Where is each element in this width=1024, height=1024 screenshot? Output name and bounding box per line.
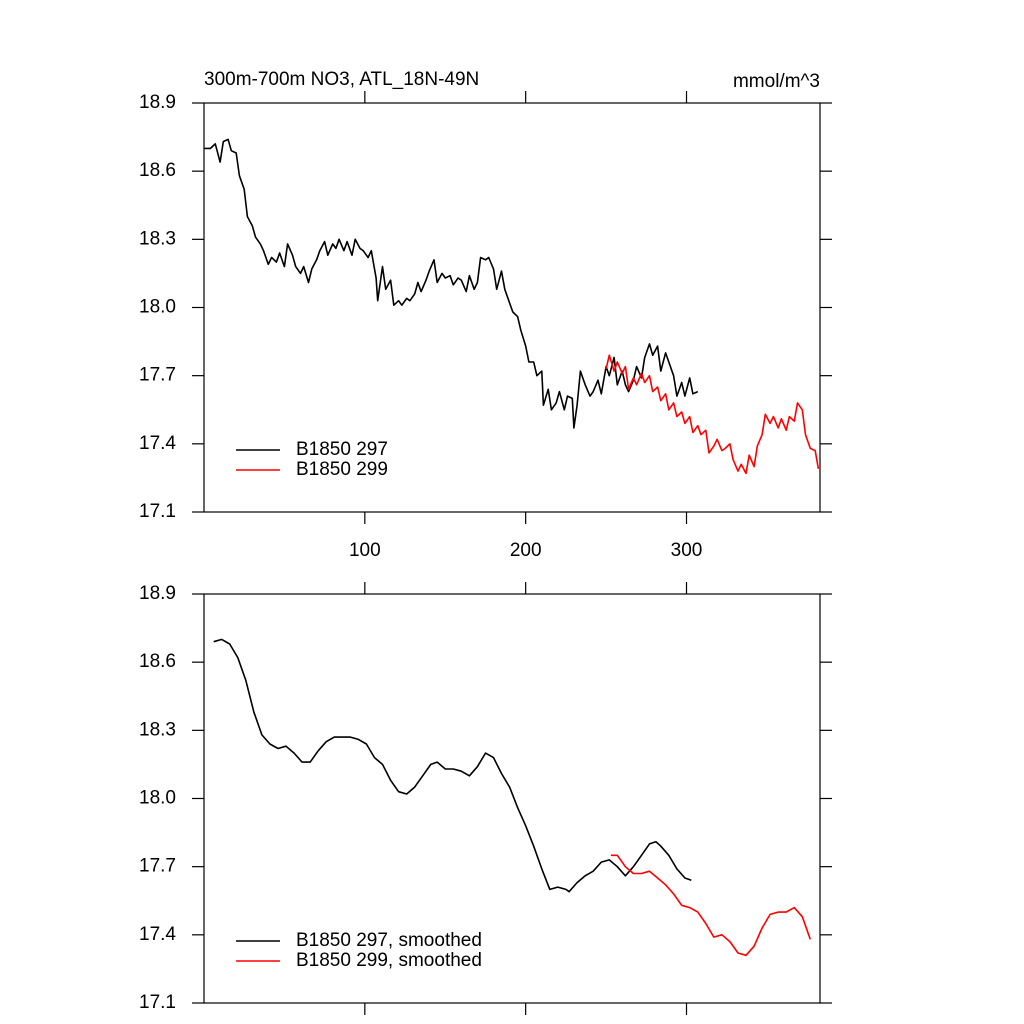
series-line (213, 638, 692, 893)
y-tick-label: 18.0 (139, 297, 176, 318)
units-label: mmol/m^3 (733, 71, 820, 92)
legend-label: B1850 297, smoothed (296, 930, 482, 951)
y-tick-label: 17.7 (139, 856, 176, 877)
legend-label: B1850 299 (296, 459, 388, 480)
y-tick-label: 17.4 (139, 924, 176, 945)
y-tick-label: 17.7 (139, 365, 176, 386)
y-tick-label: 18.6 (139, 160, 176, 181)
y-tick-label: 18.3 (139, 719, 176, 740)
y-tick-label: 18.9 (139, 583, 176, 604)
y-tick-label: 17.1 (139, 501, 176, 522)
series-line (605, 354, 820, 475)
legend-label: B1850 297 (296, 439, 388, 460)
y-tick-label: 18.3 (139, 228, 176, 249)
x-tick-label: 100 (349, 540, 381, 561)
legend-label: B1850 299, smoothed (296, 950, 482, 971)
series-line (204, 138, 699, 429)
y-tick-label: 17.1 (139, 992, 176, 1013)
x-tick-label: 200 (510, 540, 542, 561)
y-tick-label: 18.0 (139, 788, 176, 809)
y-tick-label: 18.9 (139, 92, 176, 113)
x-tick-label: 300 (671, 540, 703, 561)
chart-title: 300m-700m NO3, ATL_18N-49N (204, 69, 479, 90)
series-line (610, 854, 812, 957)
y-tick-label: 17.4 (139, 433, 176, 454)
y-tick-label: 18.6 (139, 651, 176, 672)
